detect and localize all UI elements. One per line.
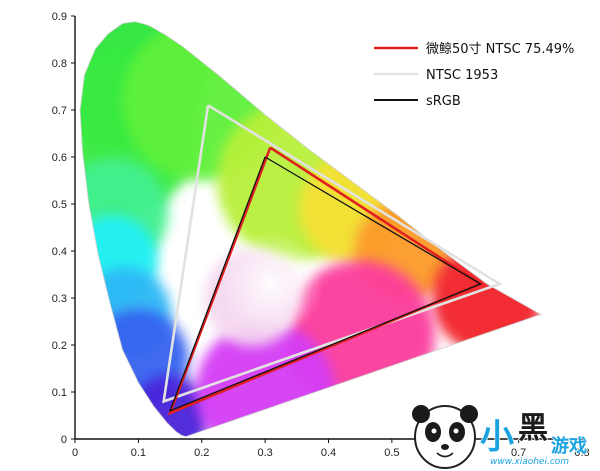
panda-mouth bbox=[436, 452, 454, 458]
y-tick-label: 0.9 bbox=[52, 11, 67, 23]
x-tick-label: 0.7 bbox=[511, 447, 526, 459]
series-line-ntsc-1953 bbox=[162, 104, 503, 404]
watermark-site: www.xiaohei.com bbox=[490, 457, 569, 467]
x-tick-label: 0.4 bbox=[321, 447, 336, 459]
x-tick-label: 0.3 bbox=[257, 447, 272, 459]
legend-label: sRGB bbox=[426, 94, 461, 109]
panda-mascot-icon bbox=[412, 405, 478, 469]
legend-label: 微鲸50寸 NTSC 75.49% bbox=[426, 42, 574, 57]
series-line-srgb bbox=[168, 156, 483, 412]
y-tick-label: 0.4 bbox=[52, 246, 67, 258]
panda-nose bbox=[441, 444, 449, 450]
panda-ear-right bbox=[460, 405, 478, 423]
x-tick-label: 0.2 bbox=[194, 447, 209, 459]
x-tick-label: 0.5 bbox=[384, 447, 399, 459]
legend-label: NTSC 1953 bbox=[426, 68, 498, 83]
y-tick-label: 0.3 bbox=[52, 293, 67, 305]
watermark-char-2: 黑 bbox=[518, 411, 548, 446]
axes: 0 0.1 0.2 0.3 0.4 0.5 0.6 0.7 0.8 0.9 0 0.1 0.2 0.3 0.… bbox=[52, 11, 590, 459]
y-tick-label: 0.7 bbox=[52, 105, 67, 117]
y-tick-label: 0.6 bbox=[52, 152, 67, 164]
y-tick-label: 0.2 bbox=[52, 340, 67, 352]
x-tick-label: 0.8 bbox=[574, 447, 589, 459]
panda-eye-right bbox=[453, 428, 459, 434]
watermark-char-3: 游戏 bbox=[551, 435, 587, 457]
panda-eye-left bbox=[431, 428, 437, 434]
y-tick-label: 0.1 bbox=[52, 387, 67, 399]
x-tick-label: 0 bbox=[72, 447, 78, 459]
watermark: 小黑游戏www.xiaohei.com bbox=[412, 405, 588, 469]
panda-face bbox=[414, 405, 476, 469]
watermark-char-1: 小 bbox=[480, 417, 514, 457]
series-line-measured bbox=[167, 146, 484, 416]
panda-ear-left bbox=[412, 405, 430, 423]
spectral-locus-outline bbox=[79, 21, 542, 438]
y-tick-label: 0.5 bbox=[52, 199, 67, 211]
y-tick-label: 0 bbox=[61, 434, 67, 446]
white-point-glow bbox=[219, 231, 324, 336]
legend: 微鲸50寸 NTSC 75.49% NTSC 1953 sRGB bbox=[374, 42, 574, 109]
y-tick-label: 0.8 bbox=[52, 58, 67, 70]
x-tick-label: 0.1 bbox=[131, 447, 146, 459]
gamut-triangles bbox=[162, 104, 503, 416]
